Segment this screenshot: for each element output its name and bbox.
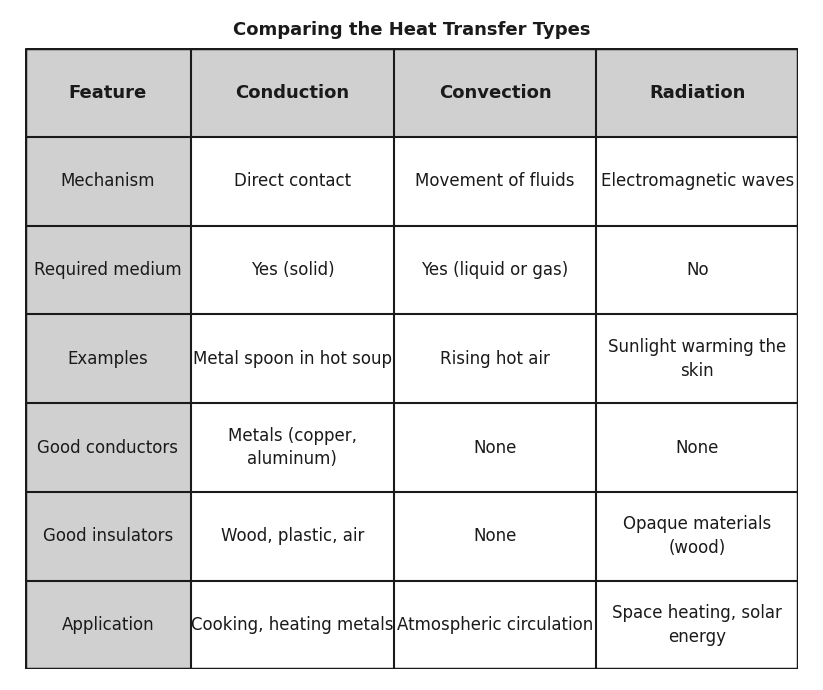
Text: Required medium: Required medium [34,261,182,279]
Text: Metal spoon in hot soup: Metal spoon in hot soup [193,350,392,368]
Bar [191,580,393,669]
Bar [191,226,393,315]
Bar [597,226,798,315]
Text: Sunlight warming the
skin: Sunlight warming the skin [608,338,787,380]
Text: Application: Application [62,616,154,634]
Text: Movement of fluids: Movement of fluids [416,172,574,190]
Text: Convection: Convection [439,83,551,101]
Text: None: None [473,527,517,545]
Text: Feature: Feature [69,83,147,101]
Text: Rising hot air: Rising hot air [440,350,550,368]
Bar [191,403,393,492]
Text: Atmospheric circulation: Atmospheric circulation [397,616,593,634]
Text: None: None [473,439,517,457]
Bar [597,403,798,492]
Bar [25,137,191,226]
Bar [597,492,798,580]
Text: Cooking, heating metals: Cooking, heating metals [191,616,393,634]
Bar [393,403,597,492]
Text: Electromagnetic waves: Electromagnetic waves [601,172,794,190]
Bar [393,48,597,137]
Bar [191,492,393,580]
Bar [25,226,191,315]
Text: Space heating, solar
energy: Space heating, solar energy [612,604,783,646]
Text: Conduction: Conduction [235,83,350,101]
Bar [393,315,597,403]
Bar [393,492,597,580]
Bar [191,315,393,403]
Bar [393,226,597,315]
Text: Opaque materials
(wood): Opaque materials (wood) [623,515,771,557]
Text: Examples: Examples [67,350,148,368]
Bar [25,315,191,403]
Text: No: No [686,261,709,279]
Text: Metals (copper,
aluminum): Metals (copper, aluminum) [228,426,357,469]
Text: None: None [676,439,719,457]
Bar [597,137,798,226]
Bar [25,403,191,492]
Bar [25,492,191,580]
Text: Direct contact: Direct contact [234,172,351,190]
Bar [597,580,798,669]
Bar [393,137,597,226]
Bar [191,48,393,137]
Text: Yes (liquid or gas): Yes (liquid or gas) [421,261,569,279]
Text: Radiation: Radiation [649,83,746,101]
Bar [393,580,597,669]
Text: Yes (solid): Yes (solid) [250,261,334,279]
Bar [25,48,191,137]
Bar [597,48,798,137]
Bar [25,580,191,669]
Text: Good insulators: Good insulators [43,527,173,545]
Text: Wood, plastic, air: Wood, plastic, air [221,527,364,545]
Text: Good conductors: Good conductors [37,439,179,457]
Bar [191,137,393,226]
Text: Mechanism: Mechanism [61,172,155,190]
Bar [597,315,798,403]
Text: Comparing the Heat Transfer Types: Comparing the Heat Transfer Types [233,21,590,39]
